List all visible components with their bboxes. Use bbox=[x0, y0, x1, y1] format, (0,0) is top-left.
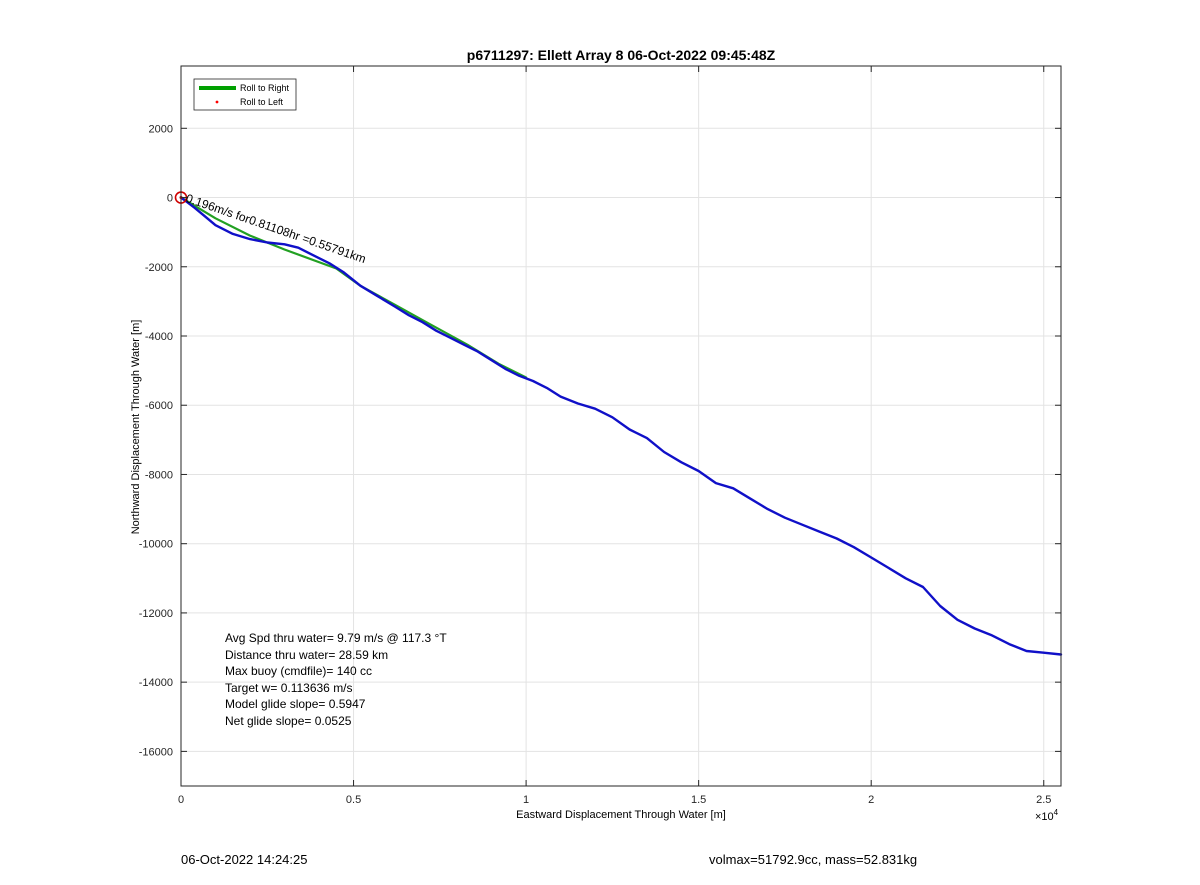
tick-layer: 0 0.5 1 1.5 2 2.5 2000 0 -2000 -4000 -6000 -8000 -10… bbox=[139, 66, 1061, 806]
x-tick-label: 2 bbox=[868, 794, 874, 806]
series-line-track bbox=[179, 196, 1063, 656]
y-tick-label: -4000 bbox=[145, 331, 173, 343]
x-tick-label: 1.5 bbox=[691, 794, 706, 806]
info-target-w: Target w= 0.113636 m/s bbox=[225, 681, 353, 695]
info-max-buoy: Max buoy (cmdfile)= 140 cc bbox=[225, 664, 372, 678]
axes-box bbox=[180, 65, 1062, 787]
y-tick-label: -14000 bbox=[139, 677, 173, 689]
x-tick-label: 1 bbox=[523, 794, 529, 806]
x-tick-label: 0 bbox=[178, 794, 184, 806]
legend-label-roll-left: Roll to Left bbox=[240, 97, 284, 107]
info-net-glide-slope: Net glide slope= 0.0525 bbox=[225, 714, 352, 728]
info-model-glide-slope: Model glide slope= 0.5947 bbox=[225, 697, 366, 711]
y-tick-label: -2000 bbox=[145, 262, 173, 274]
y-tick-label: -10000 bbox=[139, 539, 173, 551]
chart-title: p6711297: Ellett Array 8 06-Oct-2022 09:… bbox=[467, 47, 776, 63]
y-tick-label: -16000 bbox=[139, 746, 173, 758]
footer-timestamp: 06-Oct-2022 14:24:25 bbox=[181, 852, 308, 867]
x-tick-label: 2.5 bbox=[1036, 794, 1051, 806]
legend: Roll to Right Roll to Left bbox=[193, 78, 297, 111]
legend-marker-roll-left bbox=[215, 100, 219, 104]
y-tick-label: -12000 bbox=[139, 608, 173, 620]
info-distance: Distance thru water= 28.59 km bbox=[225, 648, 388, 662]
x-axis-label: Eastward Displacement Through Water [m] bbox=[516, 809, 726, 821]
info-avg-speed: Avg Spd thru water= 9.79 m/s @ 117.3 °T bbox=[225, 631, 447, 645]
x-tick-label: 0.5 bbox=[346, 794, 361, 806]
legend-box bbox=[193, 78, 297, 111]
y-tick-label: -6000 bbox=[145, 400, 173, 412]
legend-label-roll-right: Roll to Right bbox=[240, 83, 290, 93]
y-axis-label: Northward Displacement Through Water [m] bbox=[130, 320, 142, 535]
y-tick-label: 2000 bbox=[149, 123, 173, 135]
x-exponent-power: 4 bbox=[1054, 808, 1059, 817]
info-block: Avg Spd thru water= 9.79 m/s @ 117.3 °T … bbox=[225, 631, 447, 728]
y-tick-label: 0 bbox=[167, 193, 173, 205]
x-exponent-label: ×104 bbox=[1035, 808, 1059, 823]
footer-volmax-mass: volmax=51792.9cc, mass=52.831kg bbox=[709, 852, 918, 867]
y-tick-label: -8000 bbox=[145, 469, 173, 481]
series-layer bbox=[179, 196, 1063, 656]
grid-layer bbox=[180, 66, 1061, 786]
